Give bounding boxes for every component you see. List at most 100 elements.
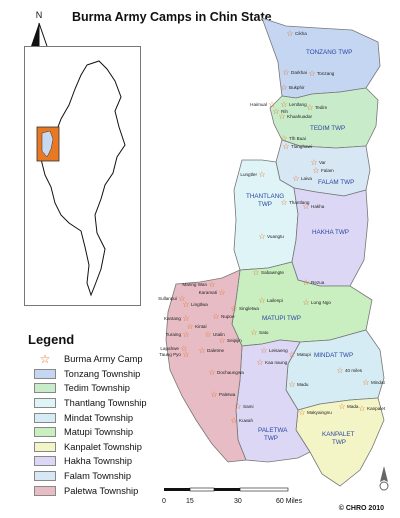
camp-label: Nupoe	[221, 314, 235, 319]
camp-star-icon: ☆	[338, 402, 345, 411]
scale-bar: 0 15 30 60 Miles	[162, 487, 303, 505]
camp-label: Makyaingnu	[307, 410, 332, 415]
label-tonzang: TONZANG TWP	[306, 49, 352, 56]
legend-item: Matupi Township	[28, 425, 188, 440]
camp-label: Rezua	[311, 280, 325, 285]
township-mindat	[285, 329, 385, 411]
scale-tick-15: 15	[186, 498, 194, 505]
camp-label: Utalin	[213, 332, 225, 337]
camp-star-icon: ☆	[256, 358, 263, 367]
legend-swatch	[34, 368, 56, 379]
camp-label: Var	[319, 160, 326, 165]
camp-label: Lungtler	[240, 172, 257, 177]
camp-label: Tonzang	[317, 71, 335, 76]
camp-star-icon: ☆	[258, 296, 265, 305]
camp-star-icon: ☆	[250, 328, 257, 337]
camp-star-icon: ☆	[258, 170, 265, 179]
camp-star-icon: ☆	[308, 69, 315, 78]
camp-star-icon: ☆	[230, 304, 237, 313]
camp-star-icon: ☆	[252, 268, 259, 277]
camp-label: Kantang	[164, 316, 182, 321]
camp-label: Darkhai	[291, 70, 307, 75]
camp-label: Falam	[321, 168, 334, 173]
legend-item: Tonzang Township	[28, 367, 188, 382]
label-paletwa-1: PALETWA	[258, 427, 288, 434]
camp-label: Haimual	[250, 102, 267, 107]
camp-label: Laiva	[301, 176, 312, 181]
camp-label: Bukphir	[289, 85, 305, 90]
label-hakha: HAKHA TWP	[312, 229, 349, 236]
camp-star-icon: ☆	[282, 142, 289, 151]
camp-star-icon: ☆	[302, 278, 309, 287]
camp-star-icon: ☆	[306, 103, 313, 112]
camp-star-icon: ☆	[212, 312, 219, 321]
camp-star-icon: ☆	[362, 378, 369, 387]
legend-swatch	[34, 441, 56, 452]
camp-label: Mindat	[371, 380, 386, 385]
legend-label: Tonzang Township	[64, 368, 141, 379]
camp-star-icon: ☆	[178, 294, 185, 303]
myanmar-outline	[36, 60, 126, 297]
camp-label: Cikha	[295, 31, 307, 36]
compass-rose-icon	[379, 466, 389, 491]
camp-star-icon: ☆	[280, 134, 287, 143]
star-icon: ☆	[39, 352, 51, 367]
camp-label: Lailenpi	[267, 298, 283, 303]
camp-star-icon: ☆	[280, 83, 287, 92]
legend-swatch	[34, 427, 56, 438]
legend-swatch	[34, 471, 56, 482]
camp-label: Vuangtu	[267, 234, 284, 239]
legend-item: Tedim Township	[28, 381, 188, 396]
scale-tick-0: 0	[162, 498, 166, 505]
legend-item: Kanpalet Township	[28, 440, 188, 455]
label-thantlang-1: THANTLANG	[246, 193, 284, 200]
legend-label: Falam Township	[64, 471, 132, 482]
label-kanpalet-1: KANPALET	[322, 431, 355, 438]
camp-label: Maring Wan	[182, 282, 207, 287]
camp-star-icon: ☆	[204, 330, 211, 339]
camp-star-icon: ☆	[298, 408, 305, 417]
legend-label: Matupi Township	[64, 427, 134, 438]
camp-star-icon: ☆	[336, 366, 343, 375]
camp-star-icon: ☆	[280, 198, 287, 207]
camp-label: Karamati	[199, 290, 217, 295]
legend-item-camp: ☆ Burma Army Camp	[28, 352, 188, 367]
camp-label: Khuahuadar	[287, 114, 313, 119]
camps-layer: ☆ Cikha☆ Darkhai ☆ Tonzang☆ Bukphir☆Haimual ☆ L…	[158, 29, 386, 425]
camp-label: 40 miles	[345, 368, 363, 373]
label-thantlang-2: TWP	[258, 201, 272, 208]
camp-label: Tlanghawi	[291, 144, 312, 149]
camp-star-icon: ☆	[286, 29, 293, 38]
camp-label: Lapahwe	[160, 346, 179, 351]
label-tedim: TEDIM TWP	[310, 125, 345, 132]
camp-label: Hakha	[311, 204, 325, 209]
township-paletwa	[165, 269, 247, 463]
camp-star-icon: ☆	[302, 202, 309, 211]
camp-label: Dochaungwa	[217, 370, 244, 375]
camp-label: Kintal	[195, 324, 207, 329]
camp-label: Sullanpui	[158, 296, 177, 301]
camp-star-icon: ☆	[186, 322, 193, 331]
camp-label: Paletwa	[219, 392, 236, 397]
camp-label: Tedim	[315, 105, 327, 110]
copyright: © CHRO 2010	[338, 505, 384, 512]
camp-star-icon: ☆	[210, 390, 217, 399]
camp-star-icon: ☆	[292, 174, 299, 183]
legend-label: Mindat Township	[64, 412, 134, 423]
camp-star-icon: ☆	[268, 100, 275, 109]
camp-star-icon: ☆	[230, 416, 237, 425]
camp-label: Kuwah	[239, 418, 253, 423]
camp-star-icon: ☆	[234, 402, 241, 411]
camp-label: Rih	[281, 109, 288, 114]
legend-swatch	[34, 456, 56, 467]
legend-item: Falam Township	[28, 469, 188, 484]
camp-label: Leisaeng	[269, 348, 288, 353]
label-paletwa-2: TWP	[264, 435, 278, 442]
legend: Legend ☆ Burma Army Camp Tonzang Townshi…	[28, 332, 188, 498]
label-kanpalet-2: TWP	[332, 439, 346, 446]
camp-label: Kanpalet	[367, 406, 386, 411]
legend-swatch	[34, 412, 56, 423]
camp-star-icon: ☆	[182, 300, 189, 309]
camp-label: Satu	[259, 330, 269, 335]
camp-label: Lentlang	[289, 102, 307, 107]
